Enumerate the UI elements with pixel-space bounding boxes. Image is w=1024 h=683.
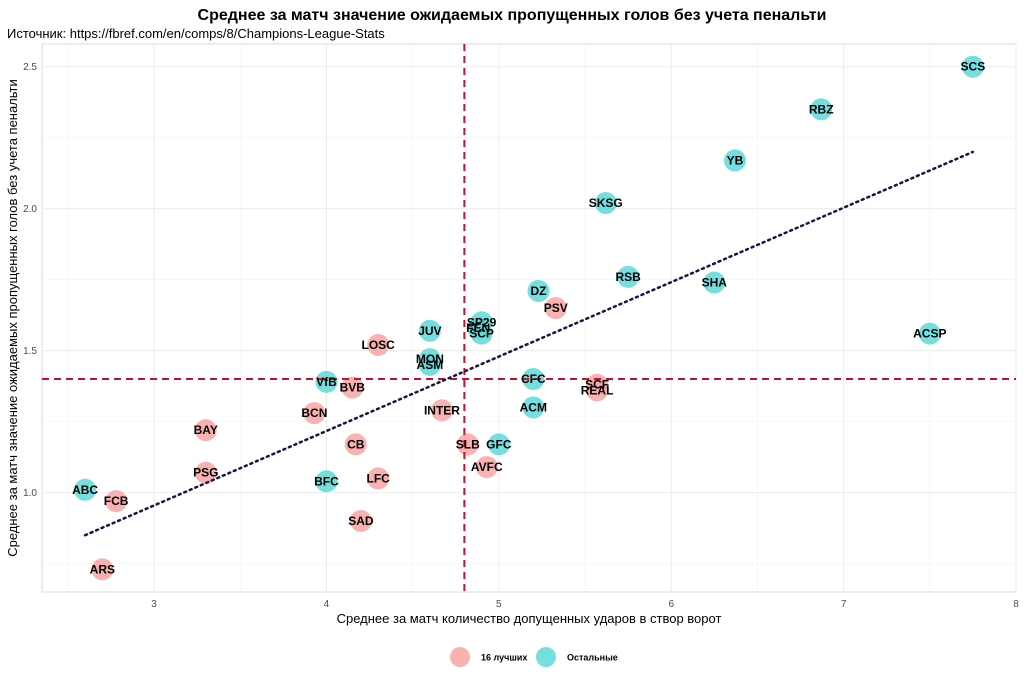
scatter-point	[810, 98, 833, 121]
point-label: BFC	[314, 474, 339, 488]
x-axis-title: Среднее за матч количество допущенных уд…	[337, 611, 722, 626]
point-label: DZ	[530, 284, 546, 298]
scatter-point	[724, 149, 747, 172]
legend-label: Остальные	[567, 653, 618, 663]
scatter-point	[349, 510, 372, 533]
x-tick-label: 4	[324, 599, 330, 610]
x-tick-label: 3	[151, 599, 157, 610]
y-tick-label: 1.5	[23, 346, 37, 357]
point-label: ARS	[90, 562, 115, 576]
scatter-point	[522, 368, 545, 391]
point-label: FEN	[466, 321, 490, 335]
legend-key	[536, 647, 556, 667]
scatter-point	[522, 396, 545, 419]
point-label: BVB	[340, 381, 366, 395]
point-label: VfB	[316, 375, 337, 389]
scatter-point	[315, 470, 338, 493]
point-label: PSV	[544, 301, 568, 315]
point-label: SHA	[702, 276, 728, 290]
scatter-point	[594, 192, 617, 215]
point-label: LOSC	[361, 338, 395, 352]
scatter-point	[430, 399, 453, 422]
x-tick-label: 5	[496, 599, 502, 610]
scatter-point	[586, 379, 609, 402]
scatter-point	[105, 490, 128, 513]
point-label: FCB	[104, 494, 129, 508]
point-label: CFC	[521, 372, 546, 386]
point-label: SLB	[456, 437, 480, 451]
scatter-point	[74, 478, 97, 501]
point-label: INTER	[424, 403, 460, 417]
legend-label: 16 лучших	[481, 653, 527, 663]
point-label: ABC	[72, 483, 98, 497]
scatter-point	[91, 558, 114, 581]
point-label: LFC	[366, 471, 390, 485]
point-label: SCP	[469, 327, 494, 341]
y-tick-label: 1.0	[23, 488, 37, 499]
scatter-point	[544, 297, 567, 320]
scatter-point	[961, 55, 984, 78]
point-label: JUV	[418, 324, 441, 338]
point-label: SP29	[467, 315, 497, 329]
scatter-point	[487, 433, 510, 456]
point-label: SAD	[348, 514, 374, 528]
plot-panel	[41, 43, 1017, 593]
scatter-point	[194, 461, 217, 484]
plot-area: 3 4 5 6 7 8 1.0 1.5 2.0 2.5 ARS FCB PSG BAY BCN BVB CB SA…	[23, 43, 1019, 610]
scatter-point	[418, 319, 441, 342]
scatter-point	[456, 433, 479, 456]
x-tick-label: 7	[841, 599, 847, 610]
scatter-point	[194, 419, 217, 442]
point-label: YB	[727, 153, 744, 167]
scatter-point	[918, 322, 941, 345]
x-tick-label: 6	[668, 599, 674, 610]
scatter-point	[617, 265, 640, 288]
point-label: AVFC	[471, 460, 503, 474]
point-label: BAY	[194, 423, 218, 437]
legend: 16 лучших Остальные	[450, 647, 618, 667]
scatter-point	[475, 456, 498, 479]
point-label: CB	[347, 437, 365, 451]
point-label: SKSG	[589, 196, 623, 210]
scatter-point	[367, 467, 390, 490]
scatter-point	[527, 280, 550, 303]
point-label: MON	[416, 352, 444, 366]
point-label: RSB	[615, 270, 641, 284]
scatter-point	[341, 376, 364, 399]
scatter-point	[470, 322, 493, 345]
scatter-point	[367, 333, 390, 356]
point-label: REAL	[581, 383, 614, 397]
y-axis-title: Среднее за матч значение ожидаемых пропу…	[5, 79, 20, 557]
point-label: RBZ	[809, 102, 834, 116]
scatter-point	[303, 402, 326, 425]
y-tick-label: 2.5	[23, 62, 37, 73]
trend-line	[83, 150, 975, 537]
legend-key	[450, 647, 470, 667]
point-label: ACSP	[913, 327, 946, 341]
point-label: PSG	[193, 466, 218, 480]
point-label: SCS	[961, 60, 986, 74]
scatter-point	[344, 433, 367, 456]
x-tick-label: 8	[1013, 599, 1019, 610]
chart-subtitle: Источник: https://fbref.com/en/comps/8/C…	[7, 26, 385, 41]
scatter-point	[703, 271, 726, 294]
scatter-point	[418, 353, 441, 376]
point-label: GFC	[486, 437, 512, 451]
point-label: ACM	[520, 400, 547, 414]
chart-title: Среднее за матч значение ожидаемых пропу…	[198, 7, 827, 24]
y-tick-label: 2.0	[23, 204, 37, 215]
point-label: SCF	[585, 378, 609, 392]
point-label: ASM	[417, 358, 444, 372]
scatter-point	[315, 370, 338, 393]
point-label: BCN	[301, 406, 327, 420]
